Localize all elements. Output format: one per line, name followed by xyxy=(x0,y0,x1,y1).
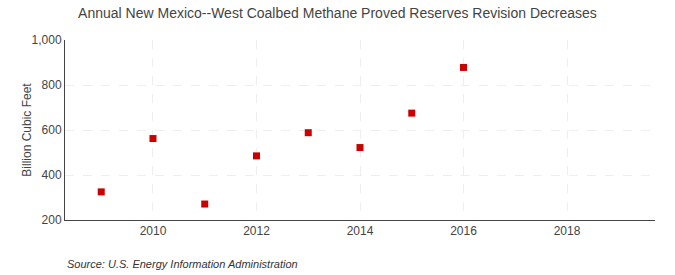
svg-text:Billion Cubic Feet: Billion Cubic Feet xyxy=(20,83,34,177)
svg-text:Source: U.S. Energy Informatio: Source: U.S. Energy Information Administ… xyxy=(67,258,298,270)
svg-text:600: 600 xyxy=(42,123,62,137)
svg-text:Annual New Mexico--West Coalbe: Annual New Mexico--West Coalbed Methane … xyxy=(78,5,597,21)
svg-text:2018: 2018 xyxy=(554,224,581,238)
svg-text:2012: 2012 xyxy=(243,224,270,238)
svg-text:2014: 2014 xyxy=(347,224,374,238)
svg-text:400: 400 xyxy=(42,168,62,182)
svg-text:200: 200 xyxy=(42,213,62,227)
svg-text:1,000: 1,000 xyxy=(32,33,62,47)
svg-text:800: 800 xyxy=(42,78,62,92)
svg-text:2016: 2016 xyxy=(450,224,477,238)
svg-text:2010: 2010 xyxy=(140,224,167,238)
